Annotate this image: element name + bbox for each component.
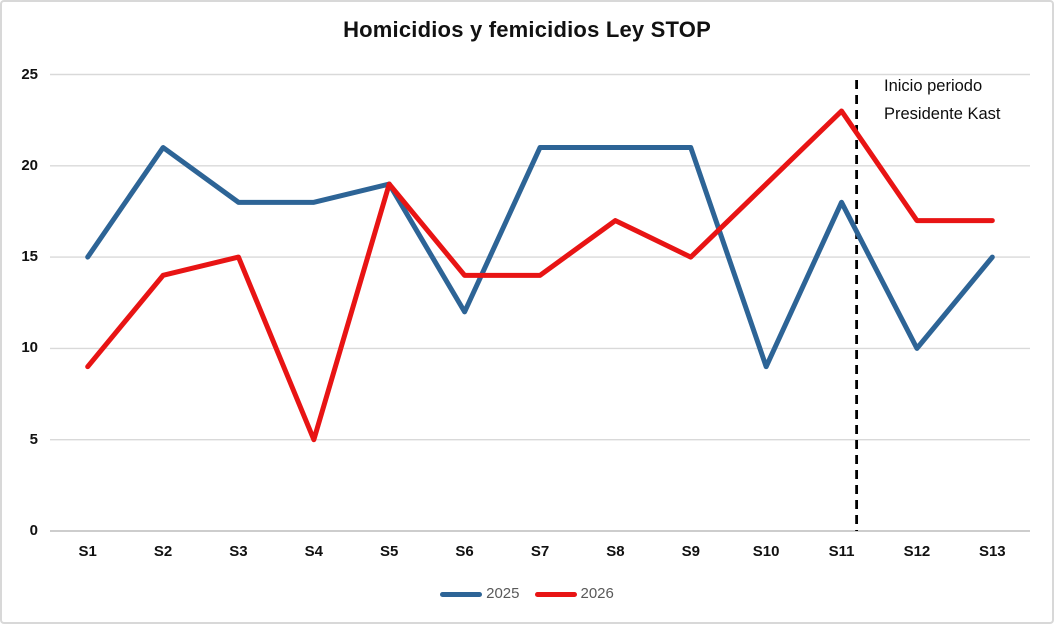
x-tick-label: S12 <box>903 543 931 560</box>
chart-title: Homicidios y femicidios Ley STOP <box>343 17 711 42</box>
legend-key-icon <box>534 591 577 597</box>
legend-item-2025: 2025 <box>440 584 520 604</box>
y-tick-label: 20 <box>21 156 38 174</box>
y-tick-label: 25 <box>21 65 38 83</box>
annotation-text: Inicio periodo Presidente Kast <box>884 72 1000 128</box>
x-tick-label: S9 <box>681 543 700 560</box>
y-tick-label: 15 <box>21 248 38 266</box>
y-tick-label: 10 <box>21 339 38 357</box>
legend-label: 2025 <box>486 585 520 602</box>
y-tick-label: 0 <box>29 522 38 539</box>
x-tick-label: S1 <box>78 543 97 560</box>
y-tick-label: 5 <box>29 430 38 448</box>
series-line-2025 <box>85 145 995 370</box>
x-tick-label: S11 <box>828 543 855 560</box>
annotation-line2: Presidente Kast <box>884 105 1001 123</box>
legend: 2025 2026 <box>2 584 1052 604</box>
x-tick-label: S8 <box>606 543 625 560</box>
legend-label: 2026 <box>580 585 614 602</box>
series-line-2026 <box>85 108 995 443</box>
x-tick-label: S10 <box>752 543 780 560</box>
x-tick-label: S5 <box>380 543 399 560</box>
x-tick-label: S13 <box>978 543 1006 560</box>
annotation-line1: Inicio periodo <box>884 77 983 95</box>
x-tick-label: S6 <box>455 543 474 560</box>
x-tick-label: S3 <box>229 543 248 560</box>
legend-key-icon <box>440 591 483 597</box>
x-tick-label: S7 <box>530 543 550 560</box>
x-tick-label: S4 <box>304 543 324 560</box>
x-tick-label: S2 <box>153 543 173 560</box>
legend-item-2026: 2026 <box>534 584 614 604</box>
